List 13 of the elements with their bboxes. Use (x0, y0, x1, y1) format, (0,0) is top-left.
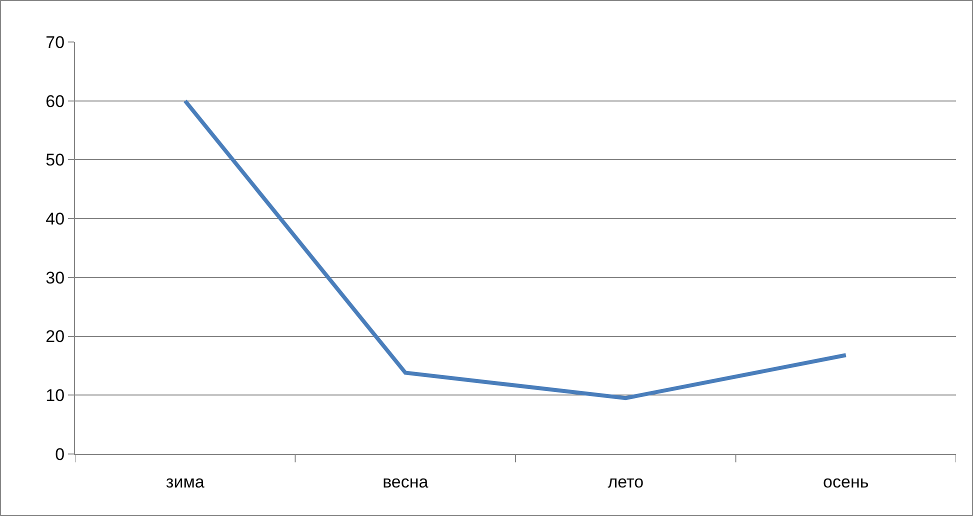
y-tick-label: 0 (55, 444, 65, 464)
line-series (183, 98, 848, 400)
y-tick-label: 60 (46, 92, 65, 111)
x-tick-label: зима (166, 472, 205, 492)
y-tick-label: 30 (46, 268, 65, 288)
y-tick-label: 50 (46, 150, 65, 170)
y-tick-label: 10 (46, 386, 65, 406)
y-tick-label: 40 (46, 210, 65, 229)
x-tick-label: осень (823, 472, 869, 492)
x-tick-label: весна (382, 472, 429, 492)
y-tick-label: 70 (46, 32, 65, 52)
x-tick-label: лето (608, 472, 644, 492)
y-tick-label: 20 (46, 327, 65, 346)
